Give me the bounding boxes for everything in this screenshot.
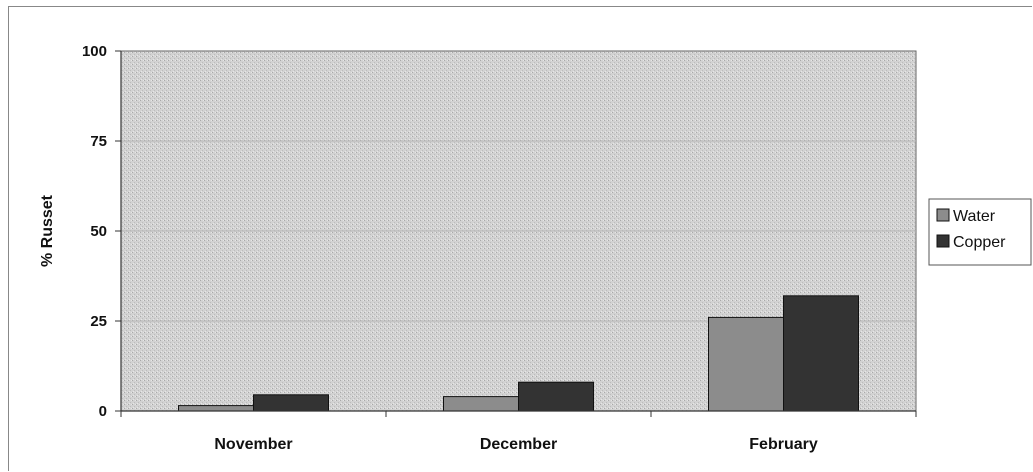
- y-tick-label: 50: [90, 223, 107, 240]
- y-axis-title: % Russet: [39, 194, 56, 267]
- bar-water-december: [443, 396, 519, 412]
- bar-water-february: [708, 316, 784, 412]
- x-category-label: December: [480, 436, 557, 453]
- y-tick-label: 75: [90, 133, 107, 150]
- legend-label-water: Water: [953, 208, 996, 225]
- x-category-label: February: [749, 436, 818, 453]
- legend-label-copper: Copper: [953, 234, 1006, 251]
- y-tick-label: 25: [90, 313, 107, 330]
- y-tick-label: 100: [82, 43, 107, 60]
- legend-swatch-water: [936, 208, 950, 222]
- legend: Water Copper: [928, 198, 1032, 266]
- axes: 0 25 50 75 100 November December February: [82, 43, 917, 453]
- x-category-label: November: [214, 436, 292, 453]
- bar-copper-december: [518, 381, 594, 412]
- bar-copper-february: [783, 295, 859, 412]
- bar-water-november: [178, 405, 254, 412]
- chart-frame: [8, 6, 1032, 471]
- y-tick-label: 0: [99, 403, 107, 420]
- bar-copper-november: [253, 394, 329, 412]
- legend-swatch-copper: [936, 234, 950, 248]
